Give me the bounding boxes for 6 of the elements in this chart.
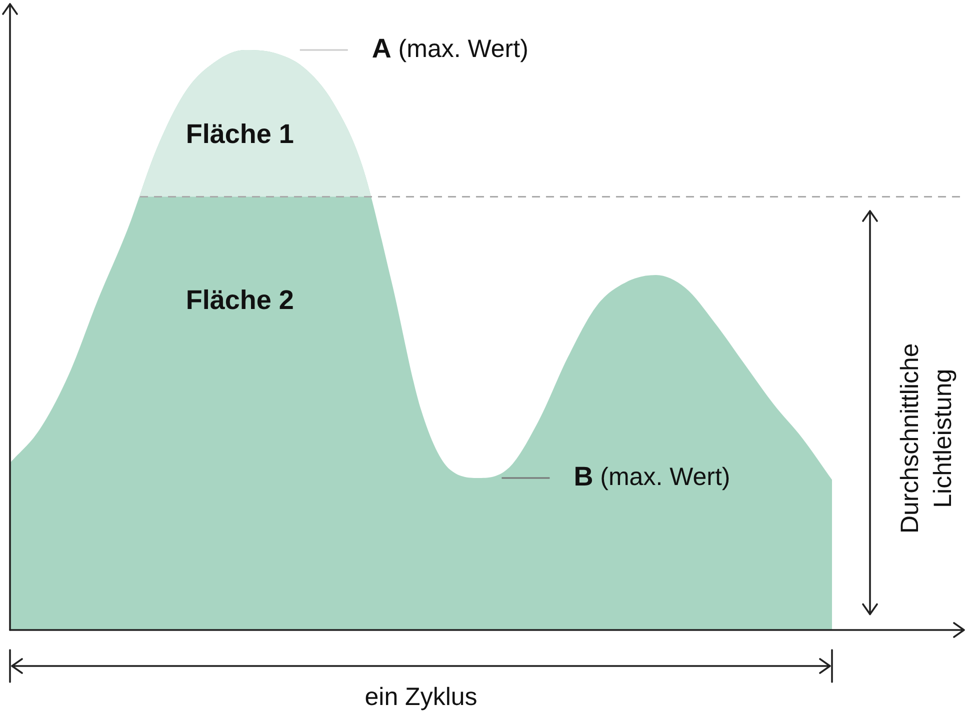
annotation: A (max. Wert) (372, 33, 528, 64)
annotation: Fläche 2 (186, 285, 294, 316)
annotation: Fläche 1 (186, 118, 294, 149)
x-axis-title: ein Zyklus (364, 682, 478, 711)
text: Durchschnittliche Lichtleistung (896, 343, 957, 534)
annotation: B (max. Wert) (574, 461, 730, 492)
